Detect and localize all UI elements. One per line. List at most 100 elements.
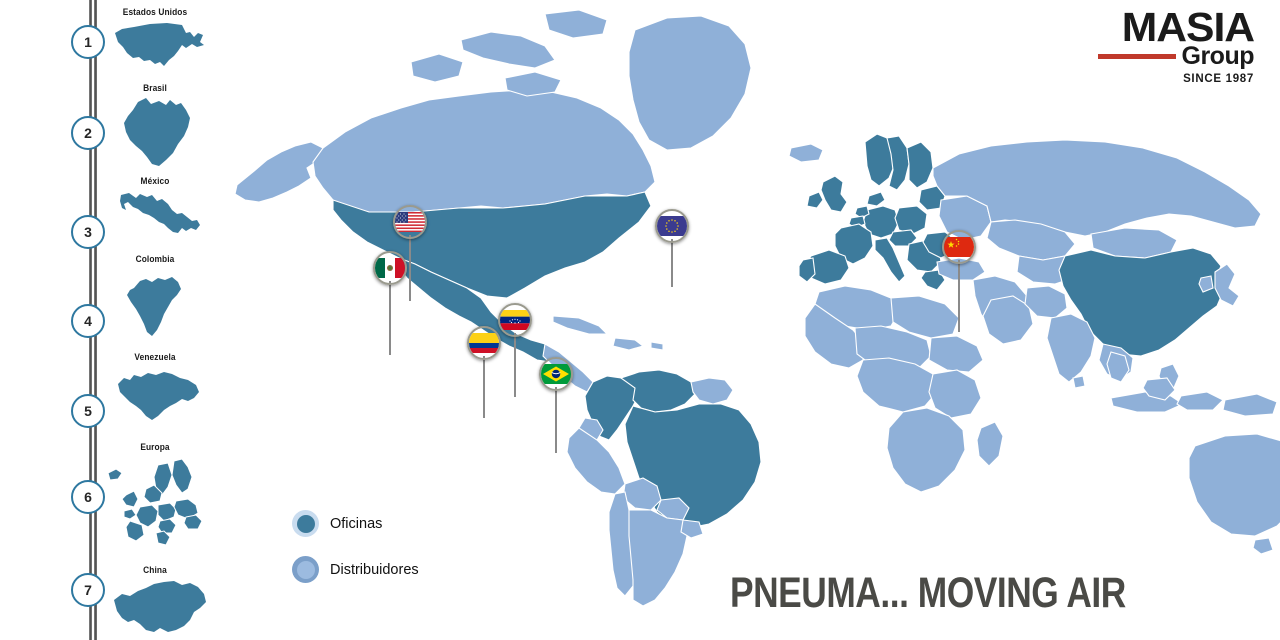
region-uruguay — [680, 519, 704, 539]
region-southern-africa — [886, 407, 966, 493]
region-greenland — [628, 15, 752, 151]
legend-item-oficinas[interactable]: Oficinas — [292, 510, 419, 537]
legend-label-distribuidores: Distribuidores — [330, 561, 419, 578]
sidebar-node-7[interactable]: 7 — [71, 573, 105, 607]
region-portugal — [798, 257, 816, 283]
sidebar-thumb-mexico — [116, 190, 204, 246]
region-canada-arctic-4 — [504, 71, 562, 97]
region-hispaniola — [612, 337, 645, 351]
sidebar-label-4: Colombia — [135, 254, 175, 265]
sidebar-node-3[interactable]: 3 — [71, 215, 105, 249]
sidebar-node-2[interactable]: 2 — [71, 116, 105, 150]
pin-stick — [388, 281, 392, 355]
region-china — [1058, 247, 1224, 357]
region-peru — [566, 427, 626, 495]
sidebar-node-1-number: 1 — [84, 34, 92, 50]
sidebar-node-5-number: 5 — [84, 403, 92, 419]
region-borneo — [1142, 377, 1176, 401]
pin-stick — [513, 333, 517, 397]
region-canada-arctic-1 — [460, 31, 556, 69]
sidebar-node-1[interactable]: 1 — [71, 25, 105, 59]
pin-stick — [482, 356, 486, 418]
region-puerto-rico — [650, 341, 664, 351]
sidebar-node-6-number: 6 — [84, 489, 92, 505]
world-map-svg: .d { fill:#8fb0d8; stroke:#ffffff; strok… — [234, 9, 1280, 607]
region-russia — [932, 139, 1262, 237]
region-netherlands — [854, 205, 870, 219]
region-uk — [820, 175, 848, 213]
region-sweden — [886, 135, 910, 191]
region-canada-arctic-3 — [544, 9, 608, 39]
usa-flag-icon — [393, 205, 427, 239]
region-denmark — [866, 191, 886, 207]
sidebar-label-5: Venezuela — [134, 352, 176, 363]
pin-stick — [554, 387, 558, 453]
region-cuba — [552, 315, 609, 335]
region-new-guinea — [1222, 393, 1278, 417]
sidebar-thumb-usa — [112, 20, 208, 72]
region-indonesia-1 — [1110, 391, 1185, 413]
sidebar-label-3: México — [140, 176, 170, 187]
region-korea — [1198, 275, 1214, 293]
region-west-africa — [804, 303, 866, 369]
region-alaska — [234, 141, 324, 203]
logo-group-word: Group — [1181, 41, 1255, 70]
logo-brand-name: MASIA — [1121, 4, 1255, 50]
sidebar-node-7-number: 7 — [84, 582, 92, 598]
region-madagascar — [976, 421, 1004, 467]
sidebar-thumb-venezuela — [112, 366, 204, 428]
mexico-flag-icon — [373, 251, 407, 285]
sidebar-label-1: Estados Unidos — [122, 7, 188, 18]
region-tasmania — [1252, 537, 1274, 555]
region-finland — [906, 141, 934, 189]
region-india — [1046, 313, 1096, 383]
sidebar-label-2: Brasil — [143, 83, 167, 94]
legend-label-oficinas: Oficinas — [330, 515, 383, 532]
map-legend: Oficinas Distribuidores — [292, 510, 419, 602]
sidebar-thumb-europe — [100, 455, 216, 549]
pin-stick — [957, 260, 961, 332]
region-italy — [874, 237, 906, 283]
brazil-flag-icon — [539, 357, 573, 391]
region-norway — [864, 133, 896, 187]
tagline-text: PNEUMA... MOVING AIR — [730, 570, 1126, 618]
region-sri-lanka — [1072, 375, 1086, 389]
sidebar-thumb-colombia — [122, 268, 188, 340]
sidebar-label-6: Europa — [140, 442, 170, 453]
region-argentina — [628, 509, 688, 607]
region-canada-arctic-2 — [410, 53, 464, 83]
sidebar-label-7: China — [143, 565, 167, 576]
legend-dot-oficinas — [292, 510, 319, 537]
pin-stick — [670, 239, 674, 287]
region-central-africa — [856, 357, 938, 413]
region-indonesia-2 — [1176, 391, 1224, 411]
colombia-flag-icon — [467, 326, 501, 360]
legend-item-distribuidores[interactable]: Distribuidores — [292, 556, 419, 583]
region-venezuela — [619, 369, 696, 413]
sidebar-node-4[interactable]: 4 — [71, 304, 105, 338]
region-japan — [1214, 263, 1240, 307]
region-guyanas — [690, 377, 734, 405]
sidebar-thumb-brazil — [118, 96, 196, 170]
logo-since-text: SINCE 1987 — [1183, 72, 1254, 85]
region-arabia — [982, 295, 1034, 345]
region-australia — [1188, 433, 1280, 537]
region-canada — [312, 89, 656, 215]
sidebar-node-5[interactable]: 5 — [71, 394, 105, 428]
region-poland — [894, 205, 928, 235]
region-indochina — [1106, 351, 1130, 383]
region-iran — [1024, 285, 1068, 319]
china-flag-icon — [942, 230, 976, 264]
logo-red-bar — [1097, 53, 1176, 59]
sidebar-node-6[interactable]: 6 — [71, 480, 105, 514]
pin-stick — [408, 235, 412, 301]
world-map-area: .d { fill:#8fb0d8; stroke:#ffffff; strok… — [215, 0, 1280, 640]
sidebar-node-2-number: 2 — [84, 125, 92, 141]
legend-dot-distribuidores — [292, 556, 319, 583]
sidebar-thumb-china — [110, 578, 210, 636]
region-ireland — [806, 191, 824, 209]
region-france — [834, 223, 874, 265]
region-iceland — [788, 143, 824, 163]
country-timeline-sidebar: Estados Unidos Brasil México Colombia Ve… — [0, 0, 230, 640]
masia-group-logo: MASIA Group SINCE 1987 — [1064, 7, 1255, 85]
